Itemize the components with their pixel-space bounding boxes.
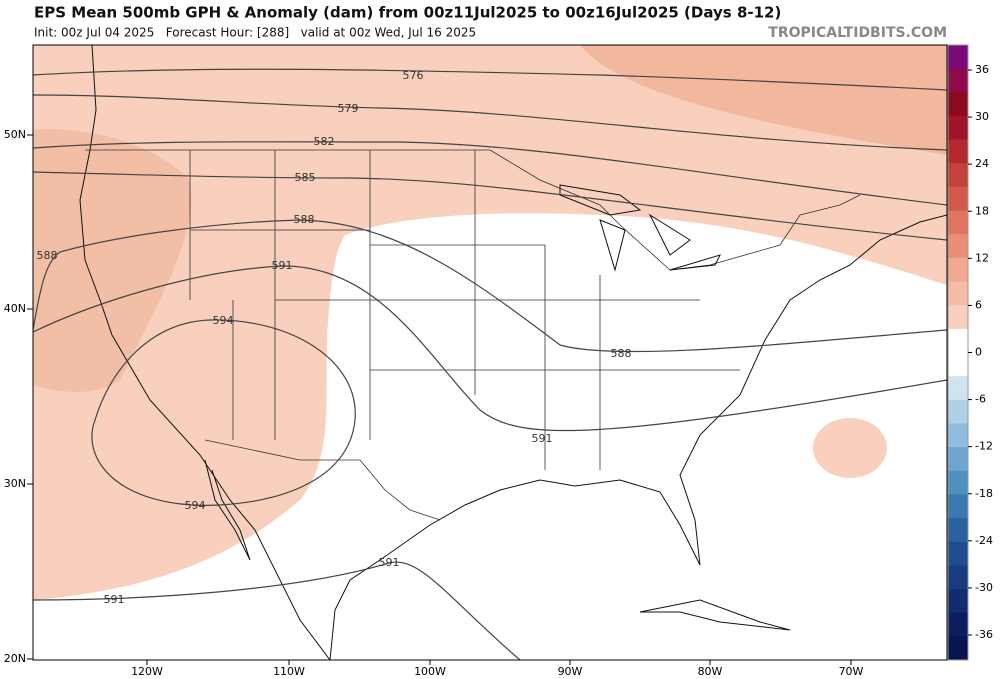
colorbar-segment bbox=[948, 399, 968, 424]
colorbar-segment bbox=[948, 139, 968, 164]
contour-label: 591 bbox=[532, 432, 553, 445]
contour-labels: 576 579 582 585 588 588 588 591 591 591 591 594 594 bbox=[37, 69, 632, 606]
colorbar-label: -36 bbox=[975, 628, 993, 641]
colorbar-segment bbox=[948, 541, 968, 566]
colorbar-segment bbox=[948, 257, 968, 283]
subtitle: Init: 00z Jul 04 2025 Forecast Hour: [28… bbox=[34, 26, 476, 40]
colorbar-segment bbox=[948, 376, 968, 401]
great-lakes bbox=[559, 184, 721, 272]
lat-label: 20N bbox=[4, 652, 26, 665]
lon-label: 80W bbox=[698, 665, 723, 678]
colorbar-segment bbox=[948, 163, 968, 188]
lat-label: 30N bbox=[4, 477, 26, 490]
colorbar-label: 36 bbox=[975, 63, 989, 76]
contour-label: 588 bbox=[611, 347, 632, 360]
colorbar-segment bbox=[948, 589, 968, 614]
contour-label: 594 bbox=[213, 314, 234, 327]
colorbar-segment bbox=[948, 518, 968, 543]
map-frame bbox=[32, 44, 948, 661]
anomaly-9 bbox=[33, 129, 192, 392]
contour-label: 588 bbox=[294, 213, 315, 226]
colorbar-segment bbox=[948, 447, 968, 472]
contour-label: 579 bbox=[338, 102, 359, 115]
map: 576 579 582 585 588 588 588 591 591 591 591 594 594 bbox=[33, 45, 947, 660]
colorbar-segment bbox=[948, 234, 968, 259]
lat-label: 50N bbox=[4, 128, 26, 141]
colorbar-label: -24 bbox=[975, 534, 993, 547]
contour-585 bbox=[33, 171, 947, 241]
axes: 50N 40N 30N 20N 120W 110W 100W 90W 80W 70W bbox=[4, 128, 864, 678]
colorbar-segment bbox=[948, 352, 968, 377]
colorbar-label: 6 bbox=[975, 298, 982, 311]
contour-582 bbox=[33, 141, 947, 206]
contour-588 bbox=[33, 219, 947, 353]
colorbar-segment bbox=[948, 423, 968, 448]
neutral-area bbox=[33, 213, 947, 660]
contour-label: 591 bbox=[272, 259, 293, 272]
contour-label: 594 bbox=[185, 499, 206, 512]
colorbar-segment bbox=[948, 281, 968, 306]
anomaly-12 bbox=[580, 45, 947, 155]
colorbar-segment bbox=[948, 470, 968, 495]
colorbar-segment bbox=[948, 210, 968, 235]
contour-label: 591 bbox=[379, 556, 400, 569]
us-mexico-border bbox=[204, 439, 441, 521]
lon-label: 110W bbox=[273, 665, 305, 678]
contour-label: 591 bbox=[104, 593, 125, 606]
colorbar-segment bbox=[948, 328, 968, 353]
contour-label: 585 bbox=[295, 171, 316, 184]
west-coast bbox=[79, 45, 331, 660]
colorbar-segment bbox=[948, 92, 968, 117]
lon-label: 70W bbox=[839, 665, 864, 678]
colorbar-label: 12 bbox=[975, 251, 989, 264]
colorbar-label: 0 bbox=[975, 346, 982, 359]
lon-label: 120W bbox=[131, 665, 163, 678]
colorbar-segment bbox=[948, 305, 968, 330]
colorbar-label: 30 bbox=[975, 110, 989, 123]
lon-label: 100W bbox=[414, 665, 446, 678]
cuba bbox=[639, 599, 791, 631]
contour-591-south bbox=[33, 561, 521, 660]
title: EPS Mean 500mb GPH & Anomaly (dam) from … bbox=[34, 4, 781, 22]
colorbar-segment bbox=[948, 186, 968, 212]
colorbar-segment bbox=[948, 612, 968, 637]
gulf-east-coast bbox=[329, 214, 947, 660]
baja bbox=[204, 459, 251, 561]
colorbar-segment bbox=[948, 636, 968, 661]
contour-label: 588 bbox=[37, 249, 58, 262]
colorbar: 36 30 24 18 12 6 0 -6 -12 -18 -24 -30 -36 bbox=[947, 44, 993, 661]
lat-label: 40N bbox=[4, 302, 26, 315]
colorbar-label: -18 bbox=[975, 487, 993, 500]
colorbar-label: 24 bbox=[975, 157, 989, 170]
colorbar-segment bbox=[948, 565, 968, 590]
lon-label: 90W bbox=[558, 665, 583, 678]
colorbar-segment bbox=[948, 45, 968, 70]
contour-594 bbox=[91, 319, 356, 506]
colorbar-label: -6 bbox=[975, 393, 986, 406]
colorbar-segment bbox=[948, 115, 968, 141]
contour-591 bbox=[33, 265, 947, 432]
colorbar-segment bbox=[948, 494, 968, 519]
source: TROPICALTIDBITS.COM bbox=[768, 25, 947, 41]
colorbar-label: -30 bbox=[975, 581, 993, 594]
contour-576 bbox=[33, 68, 947, 91]
contour-579 bbox=[33, 94, 947, 151]
contour-label: 582 bbox=[314, 135, 335, 148]
anomaly-blob bbox=[813, 418, 887, 478]
colorbar-segment bbox=[948, 68, 968, 93]
colorbar-label: 18 bbox=[975, 204, 989, 217]
colorbar-label: -12 bbox=[975, 440, 993, 453]
contour-label: 576 bbox=[403, 69, 424, 82]
